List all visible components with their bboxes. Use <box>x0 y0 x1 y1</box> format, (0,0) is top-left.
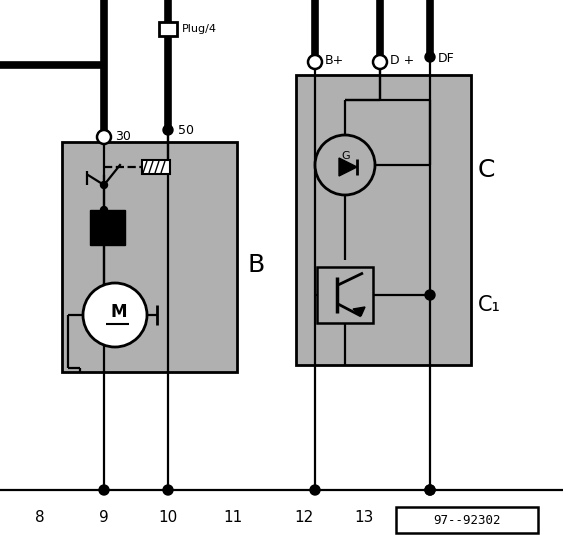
Text: B+: B+ <box>325 54 344 67</box>
Text: C: C <box>478 158 495 182</box>
Text: DF: DF <box>438 52 455 64</box>
Bar <box>317 267 373 323</box>
Text: 13: 13 <box>354 510 374 525</box>
Text: 14: 14 <box>421 510 440 525</box>
Text: 12: 12 <box>294 510 314 525</box>
Circle shape <box>101 182 108 188</box>
Text: 97--92302: 97--92302 <box>434 513 501 526</box>
Circle shape <box>425 52 435 62</box>
Text: 50: 50 <box>178 124 194 136</box>
Text: 9: 9 <box>99 510 109 525</box>
Bar <box>62 142 237 372</box>
Text: 10: 10 <box>158 510 177 525</box>
Circle shape <box>425 485 435 495</box>
Polygon shape <box>353 307 365 316</box>
Circle shape <box>373 55 387 69</box>
Circle shape <box>315 135 375 195</box>
Bar <box>142 160 170 174</box>
Text: M: M <box>111 303 127 321</box>
Text: Plug/4: Plug/4 <box>182 24 217 34</box>
Circle shape <box>101 207 108 214</box>
Text: 30: 30 <box>115 129 131 142</box>
Circle shape <box>308 55 322 69</box>
Circle shape <box>425 485 435 495</box>
Polygon shape <box>339 158 357 176</box>
Text: G: G <box>342 151 350 161</box>
Circle shape <box>425 290 435 300</box>
Bar <box>296 75 471 365</box>
Bar <box>159 22 177 36</box>
Circle shape <box>99 485 109 495</box>
Text: D +: D + <box>390 54 414 67</box>
Text: C₁: C₁ <box>478 295 501 315</box>
Circle shape <box>83 283 147 347</box>
Bar <box>90 210 125 245</box>
Circle shape <box>310 485 320 495</box>
Circle shape <box>163 125 173 135</box>
Text: 8: 8 <box>35 510 45 525</box>
Circle shape <box>163 485 173 495</box>
Text: B: B <box>248 253 265 277</box>
FancyBboxPatch shape <box>396 507 538 533</box>
Circle shape <box>97 130 111 144</box>
Text: 11: 11 <box>224 510 243 525</box>
